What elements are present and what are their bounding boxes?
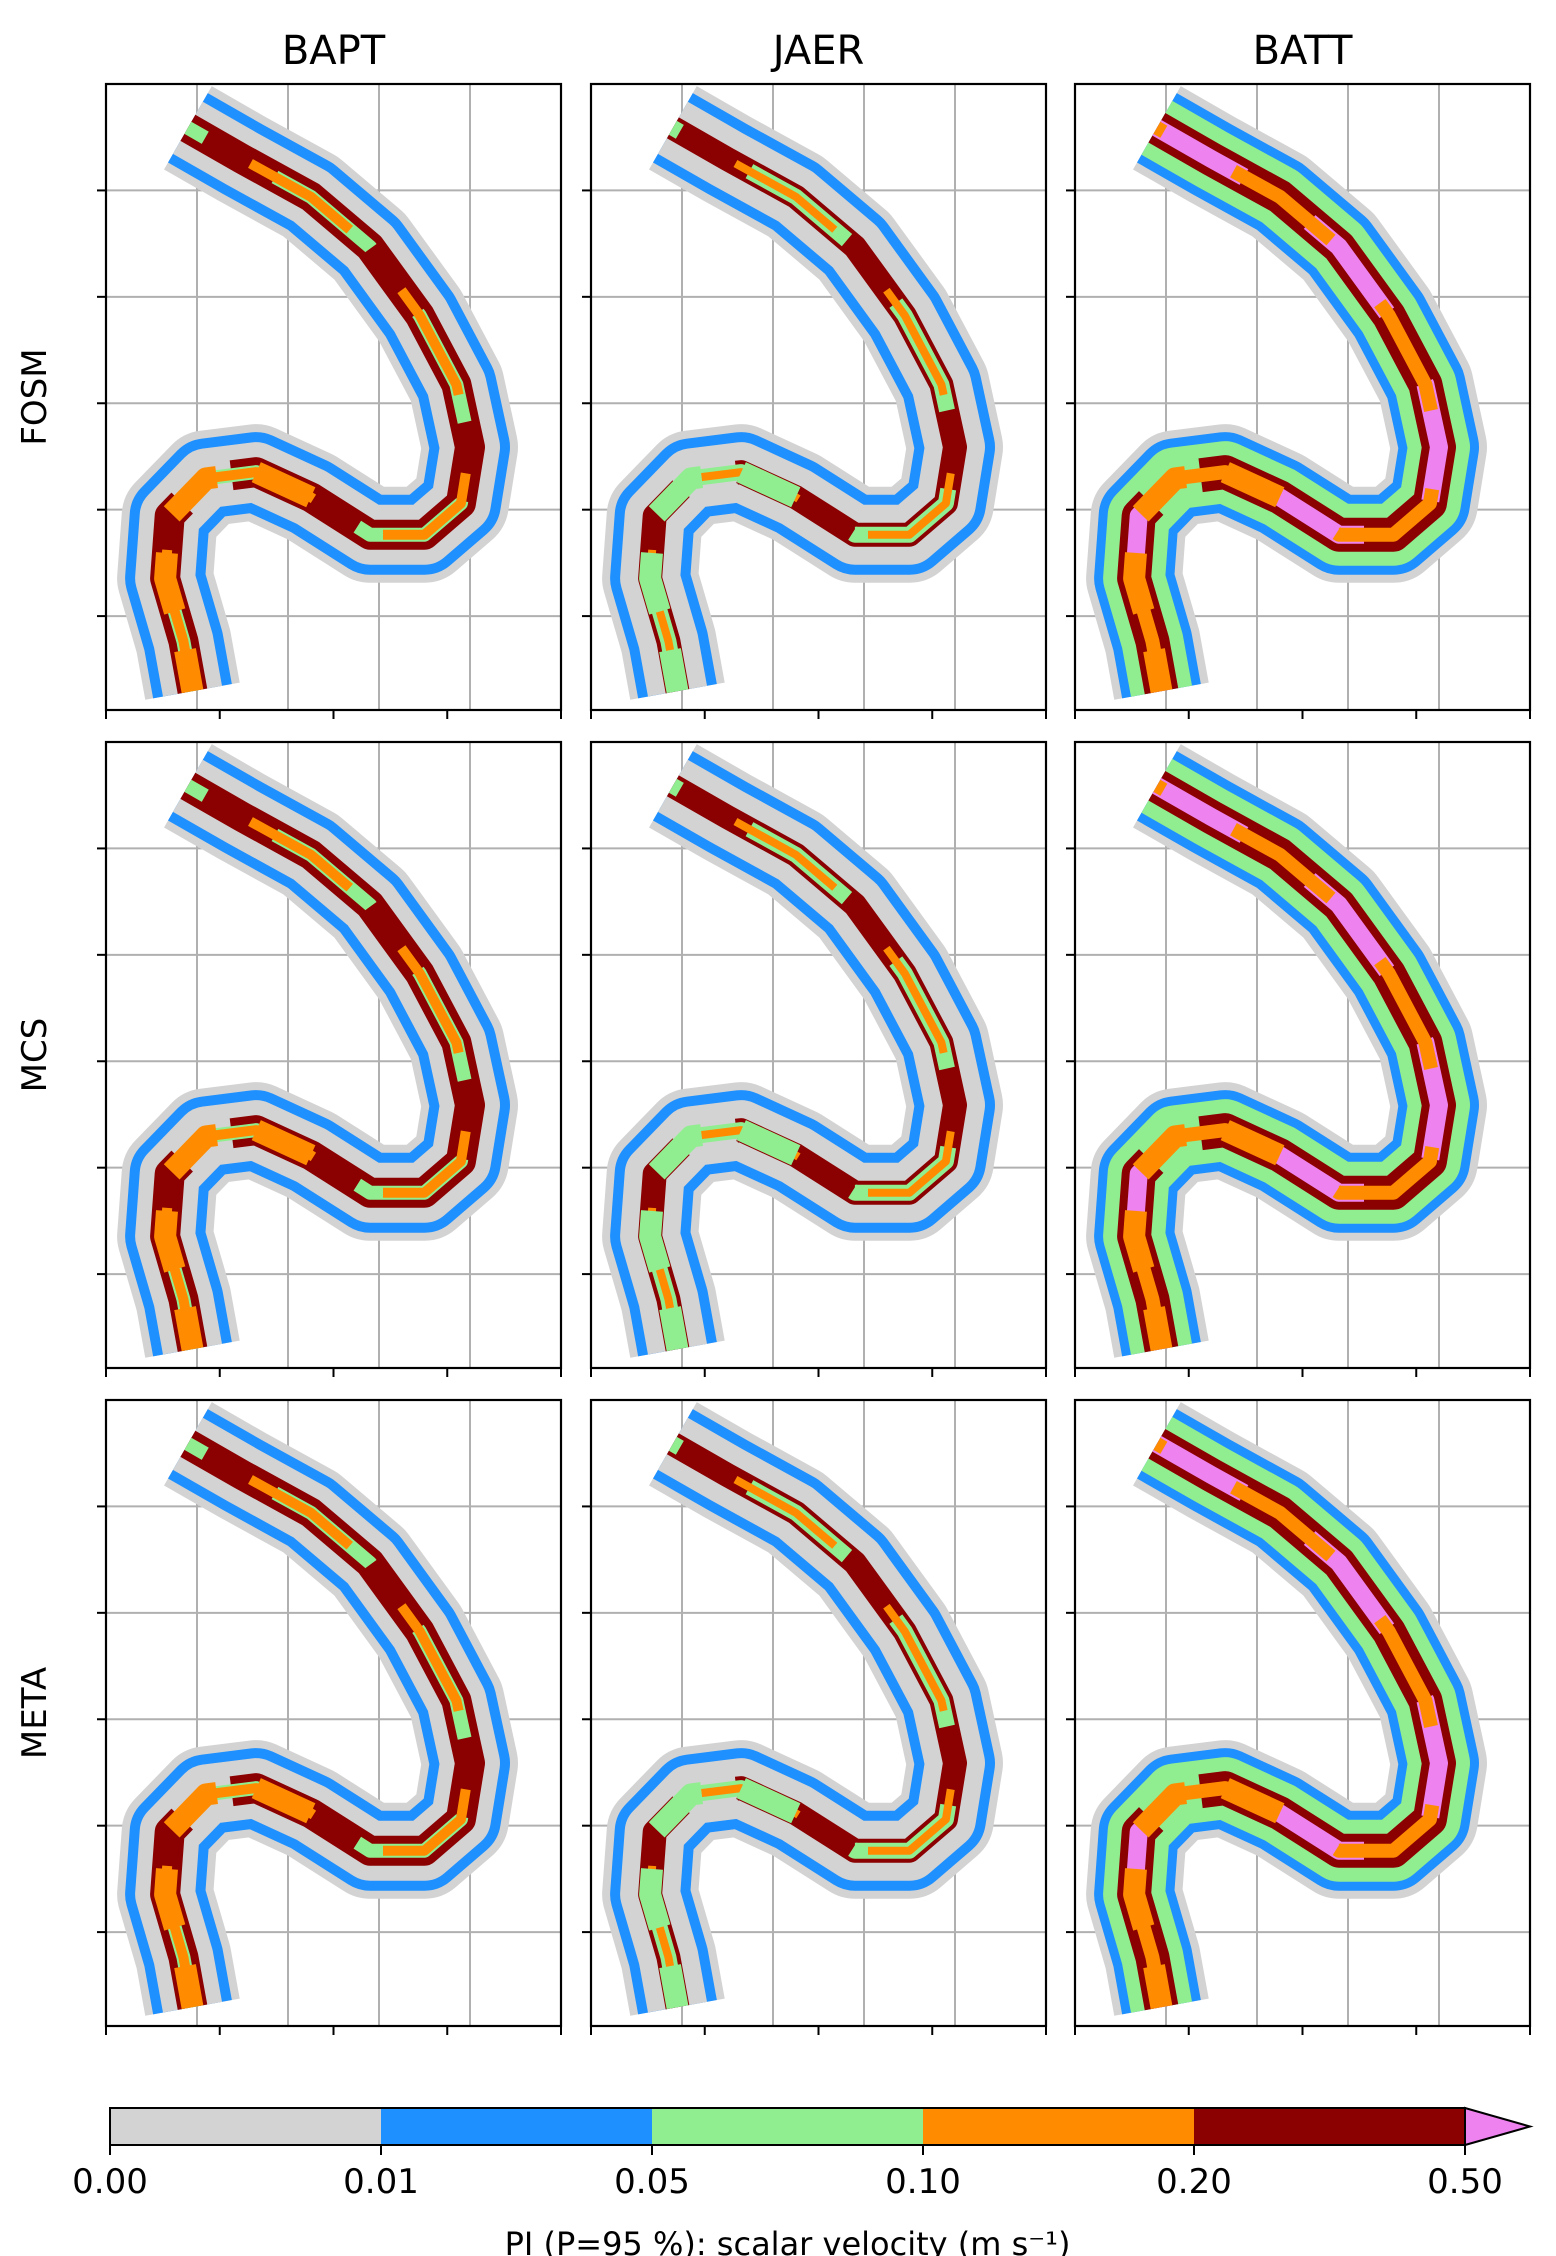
velocity-field (602, 744, 1003, 1358)
column-title-batt: BATT (1253, 28, 1353, 74)
row-label-mcs: MCS (15, 1018, 55, 1093)
colorbar-frame (109, 2107, 1466, 2146)
colorbar-tick-label-3: 0.10 (885, 2162, 961, 2202)
row-label-fosm: FOSM (15, 348, 55, 445)
colorbar-tick-label-4: 0.20 (1156, 2162, 1232, 2202)
row-label-meta: META (15, 1667, 55, 1759)
velocity-field (602, 86, 1003, 700)
pi-band-0.10 (1127, 1437, 1446, 2009)
panel-bapt-mcs: MCS (15, 740, 563, 1377)
velocity-field (117, 744, 518, 1358)
panel-batt-fosm: BATT (1066, 28, 1532, 719)
colorbar-extend-max (1464, 2106, 1534, 2147)
panel-jaer-fosm: JAER (582, 28, 1048, 719)
colorbar-tick-label-5: 0.50 (1427, 2162, 1503, 2202)
pi-band-0.10 (1127, 779, 1446, 1351)
colorbar-segment-0 (110, 2108, 382, 2145)
pi-band-0.10 (646, 782, 959, 1350)
velocity-field (1086, 1402, 1487, 2016)
column-title-bapt: BAPT (282, 28, 386, 74)
colorbar-tick-label-0: 0.00 (72, 2162, 148, 2202)
colorbar-segment-2 (652, 2108, 924, 2145)
pi-band-0.10 (160, 1439, 475, 2009)
pi-band-0.10 (646, 124, 959, 692)
velocity-field (117, 1402, 518, 2016)
colorbar-label: PI (P=95 %): scalar velocity (m s⁻¹) (505, 2225, 1071, 2256)
colorbar: 0.00 0.01 0.05 0.10 0.20 0.50 PI (P=95 %): sca… (72, 2106, 1534, 2256)
velocity-field (1086, 744, 1487, 1358)
velocity-field (1086, 86, 1487, 700)
pi-band-0.10 (646, 1440, 959, 2008)
velocity-field (602, 1402, 1003, 2016)
velocity-field (117, 86, 518, 700)
colorbar-tick-label-1: 0.01 (343, 2162, 419, 2202)
panel-bapt-meta: META (15, 1398, 563, 2035)
colorbar-segment-3 (923, 2108, 1195, 2145)
pi-band-0.10 (160, 781, 475, 1351)
panel-bapt-fosm: BAPT FOSM (15, 28, 563, 719)
pi-band-0.10 (1127, 121, 1446, 693)
panel-jaer-mcs (582, 740, 1048, 1377)
panel-batt-mcs (1066, 740, 1532, 1377)
pi-band-0.10 (160, 123, 475, 693)
colorbar-segment-1 (381, 2108, 653, 2145)
panel-jaer-meta (582, 1398, 1048, 2035)
colorbar-tick-label-2: 0.05 (614, 2162, 690, 2202)
colorbar-segment-4 (1194, 2108, 1466, 2145)
column-title-jaer: JAER (770, 28, 865, 74)
panel-batt-meta (1066, 1398, 1532, 2035)
panel-grid: BAPT FOSM JAER BATT MCS META (15, 28, 1532, 2035)
